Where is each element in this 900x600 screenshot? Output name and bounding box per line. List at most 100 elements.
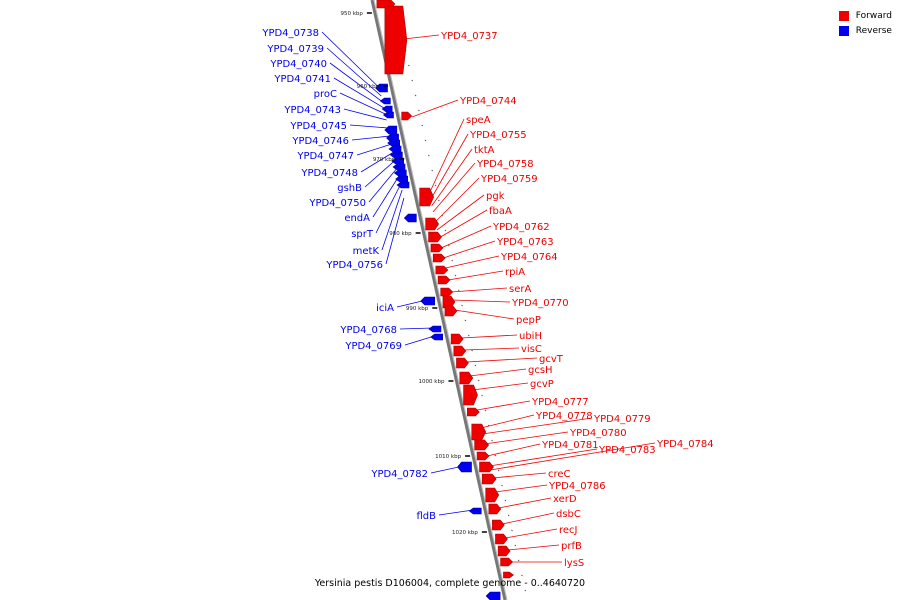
forward-gene [450,333,464,345]
forward-gene-label: tktA [474,145,495,156]
tick-label: 1020 kbp [452,530,478,536]
reverse-gene-label: YPD4_0738 [261,28,319,39]
reverse-gene [392,163,406,171]
scale-dot [494,454,497,457]
reverse-gene [428,325,442,333]
reverse-gene-label: gshB [337,183,362,194]
forward-gene-label: YPD4_0763 [496,237,554,248]
forward-leader [454,309,515,320]
tick-label: 980 kbp [389,231,412,237]
reverse-leader [339,92,386,115]
forward-leader [486,443,541,457]
forward-gene-label: fbaA [489,206,512,217]
forward-gene [435,265,449,275]
forward-leader [472,382,529,391]
forward-gene-label: gcvP [530,379,554,390]
forward-gene-label: YPD4_0780 [569,428,627,439]
forward-leader [502,512,555,525]
forward-gene-label: YPD4_0778 [535,411,593,422]
forward-leader [482,417,593,435]
reverse-gene [395,175,408,183]
tick-label: 1000 kbp [419,379,445,385]
legend-forward: Forward [838,8,892,23]
reverse-gene [403,213,417,223]
forward-gene [428,231,442,243]
forward-leader [436,194,485,231]
forward-leader [428,118,465,195]
reverse-gene-label: proC [314,89,337,100]
forward-swatch [838,10,849,21]
reverse-gene-label: YPD4_0782 [370,469,428,480]
scale-dot [424,139,427,142]
forward-leader [476,400,531,411]
reverse-leader [343,108,387,121]
gene-features [375,0,514,600]
forward-leader [448,270,504,281]
scale-dot [457,289,460,292]
forward-gene [492,519,505,531]
gene-labels: YPD4_0737 YPD4_0744 speA YPD4_0755 tktA YPD4_… [261,28,713,569]
reverse-leader [329,62,383,103]
reverse-gene-label: YPD4_0746 [291,136,349,147]
reverse-swatch [838,25,849,36]
forward-gene [459,371,474,385]
reverse-leader [356,143,393,156]
reverse-gene [420,296,436,306]
forward-gene [467,407,480,417]
forward-gene-label: creC [548,469,571,480]
forward-gene [471,423,487,441]
reverse-gene-label: endA [344,213,370,224]
backbone-layer [370,0,527,600]
forward-gene [481,473,497,485]
forward-gene-label: YPD4_0781 [541,440,599,451]
forward-gene [479,461,494,473]
forward-gene-label: pepP [516,315,541,326]
forward-gene-label: rpiA [505,267,525,278]
reverse-gene-label: YPD4_0756 [325,260,383,271]
forward-leader [440,225,492,249]
leader-lines [321,31,656,563]
forward-leader [469,368,527,377]
forward-gene-label: recJ [559,525,578,536]
reverse-gene-label: YPD4_0769 [344,341,402,352]
scale-dot [514,544,517,547]
forward-gene [485,487,500,503]
tick-label: 960 kbp [357,84,380,90]
forward-leader [434,177,480,223]
reverse-gene [430,333,444,341]
scale-dot [431,169,434,172]
forward-leader [480,414,535,429]
forward-leader [443,240,496,259]
reverse-gene-label: metK [353,246,380,257]
scale-dot [428,154,430,157]
forward-gene [437,275,451,285]
scale-dot [477,379,480,382]
forward-gene-label: YPD4_0777 [531,397,589,408]
forward-leader [438,209,488,239]
reverse-gene [382,111,394,119]
scale-dot [471,349,473,352]
forward-gene-label: visC [521,344,542,355]
scale-dot [474,364,477,367]
reverse-leader [372,175,400,218]
forward-leader [460,334,518,339]
scale-dot [464,319,467,322]
forward-leader [452,299,511,303]
scale-dot [524,589,527,592]
forward-gene-label: ubiH [519,331,542,342]
tick-label: 1010 kbp [435,454,461,460]
tick-label: 990 kbp [406,306,429,312]
scale-dot [491,439,493,442]
forward-gene-label: YPD4_0755 [469,130,527,141]
tick-label: 950 kbp [340,11,363,17]
forward-gene [440,287,454,297]
forward-gene-label: YPD4_0786 [548,481,606,492]
forward-leader [498,497,552,509]
scale-dot [451,259,453,262]
reverse-leader [375,183,402,234]
scale-dot [454,274,457,277]
reverse-leader [404,335,435,346]
scale-dot [461,304,463,307]
reverse-leader [364,159,396,188]
forward-gene-label: serA [509,284,531,295]
